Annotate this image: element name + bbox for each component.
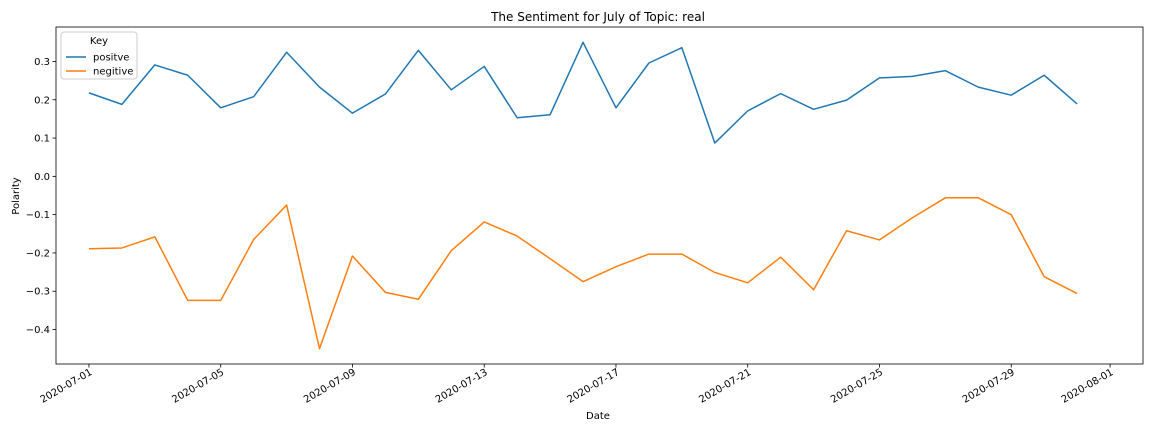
chart-title: The Sentiment for July of Topic: real — [490, 10, 705, 24]
y-tick-label: 0.1 — [34, 134, 50, 145]
x-tick-label: 2020-07-25 — [829, 367, 885, 406]
series-line-negitive — [88, 197, 1078, 350]
y-axis-label: Polarity — [11, 177, 22, 215]
y-tick-label: 0.2 — [34, 95, 50, 106]
x-axis: 2020-07-01 2020-07-05 2020-07-09 2020-07-13… — [39, 364, 1116, 406]
legend-label-positve: positve — [93, 53, 129, 64]
x-tick-label: 2020-07-13 — [434, 367, 490, 406]
x-tick-label: 2020-07-21 — [697, 367, 753, 406]
plot-area — [55, 26, 1144, 365]
y-tick-label: −0.3 — [26, 287, 50, 298]
legend-title: Key — [90, 36, 108, 47]
legend: Key positve negitive — [60, 31, 138, 80]
x-tick-label: 2020-07-01 — [39, 367, 95, 406]
x-tick-label: 2020-07-29 — [961, 367, 1017, 406]
y-tick-label: −0.2 — [26, 248, 50, 259]
y-tick-label: −0.4 — [26, 325, 50, 336]
x-tick-label: 2020-07-09 — [302, 367, 358, 406]
y-tick-label: −0.1 — [26, 210, 50, 221]
y-tick-label: 0.3 — [34, 57, 50, 68]
x-axis-label: Date — [586, 411, 610, 422]
x-tick-label: 2020-08-01 — [1060, 367, 1116, 406]
y-axis: −0.4 −0.3 −0.2 −0.1 0.0 0.1 0.2 0.3 — [26, 57, 56, 336]
x-tick-label: 2020-07-17 — [566, 367, 622, 406]
y-tick-label: 0.0 — [34, 172, 50, 183]
legend-box — [60, 31, 138, 80]
x-tick-label: 2020-07-05 — [170, 367, 226, 406]
legend-label-negitive: negitive — [93, 67, 133, 78]
series-layer — [88, 41, 1078, 350]
series-line-positve — [88, 41, 1078, 144]
